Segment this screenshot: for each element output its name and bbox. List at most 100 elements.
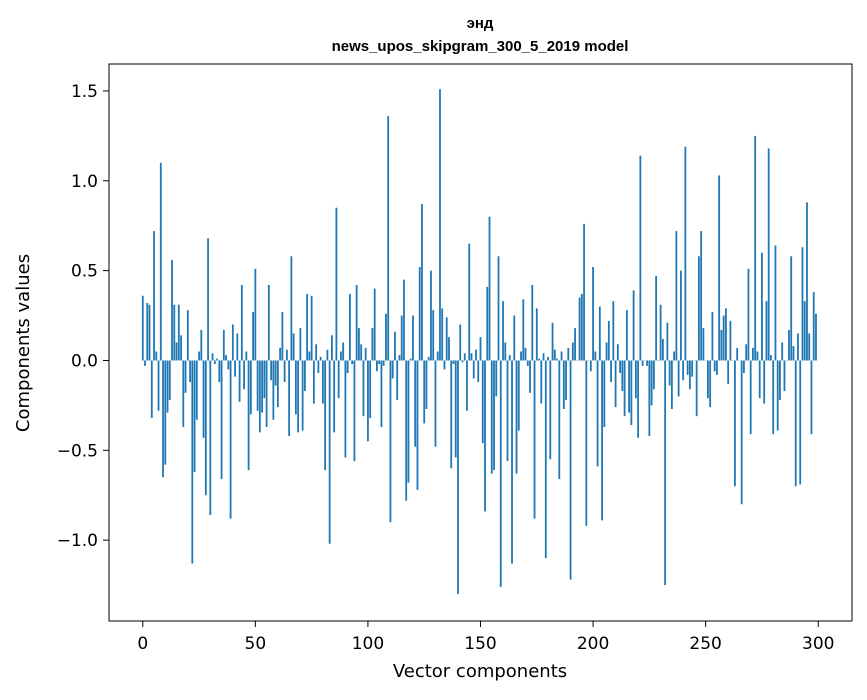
x-axis-label: Vector components bbox=[393, 661, 567, 682]
bar-36 bbox=[223, 330, 225, 361]
bar-98 bbox=[363, 360, 365, 416]
bar-13 bbox=[171, 260, 173, 361]
bar-2 bbox=[146, 303, 148, 360]
bar-288 bbox=[790, 256, 792, 360]
bar-264 bbox=[736, 348, 738, 361]
bar-138 bbox=[453, 360, 455, 364]
bar-5 bbox=[153, 231, 155, 360]
bar-203 bbox=[599, 307, 601, 361]
bar-119 bbox=[410, 359, 412, 361]
bar-268 bbox=[745, 344, 747, 360]
bar-143 bbox=[464, 353, 466, 360]
bar-59 bbox=[275, 360, 277, 385]
bar-14 bbox=[173, 305, 175, 361]
bar-22 bbox=[191, 360, 193, 563]
bar-246 bbox=[696, 360, 698, 416]
bar-230 bbox=[660, 305, 662, 361]
bar-188 bbox=[565, 360, 567, 400]
bar-259 bbox=[725, 308, 727, 360]
bar-132 bbox=[439, 89, 441, 360]
bar-32 bbox=[214, 360, 216, 364]
bar-8 bbox=[160, 163, 162, 361]
bar-200 bbox=[592, 267, 594, 360]
bar-110 bbox=[390, 360, 392, 522]
bar-75 bbox=[311, 296, 313, 361]
bar-299 bbox=[815, 314, 817, 361]
bar-51 bbox=[257, 360, 259, 410]
bar-297 bbox=[811, 360, 813, 434]
bar-168 bbox=[520, 351, 522, 360]
bar-163 bbox=[509, 355, 511, 360]
bar-121 bbox=[414, 360, 416, 446]
y-tick-label: −1.0 bbox=[57, 531, 98, 551]
bar-92 bbox=[349, 294, 351, 360]
bar-71 bbox=[302, 360, 304, 430]
bar-293 bbox=[802, 247, 804, 360]
x-tick-label: 250 bbox=[689, 634, 721, 654]
bar-40 bbox=[232, 325, 234, 361]
bar-276 bbox=[763, 360, 765, 403]
bar-106 bbox=[381, 360, 383, 426]
bar-281 bbox=[775, 245, 777, 360]
bar-294 bbox=[804, 301, 806, 360]
bar-239 bbox=[680, 271, 682, 361]
bar-15 bbox=[176, 343, 178, 361]
bar-242 bbox=[687, 360, 689, 374]
bar-282 bbox=[777, 360, 779, 430]
y-tick-label: 1.0 bbox=[71, 172, 98, 192]
bar-213 bbox=[621, 360, 623, 391]
bar-134 bbox=[444, 360, 446, 369]
bar-241 bbox=[684, 147, 686, 361]
bar-184 bbox=[556, 359, 558, 361]
bar-275 bbox=[761, 253, 763, 361]
bar-162 bbox=[507, 360, 509, 461]
bar-140 bbox=[457, 360, 459, 594]
y-tick-label: −0.5 bbox=[57, 441, 98, 461]
bar-215 bbox=[626, 310, 628, 360]
y-tick-label: 0.5 bbox=[71, 262, 98, 282]
bar-129 bbox=[432, 310, 434, 360]
bar-149 bbox=[477, 360, 479, 382]
bar-141 bbox=[459, 325, 461, 361]
bar-86 bbox=[336, 208, 338, 361]
bar-65 bbox=[288, 360, 290, 435]
bar-233 bbox=[666, 323, 668, 361]
bar-144 bbox=[466, 360, 468, 410]
bar-176 bbox=[538, 359, 540, 361]
bar-267 bbox=[743, 360, 745, 373]
bar-30 bbox=[209, 360, 211, 515]
bar-117 bbox=[405, 360, 407, 500]
bar-37 bbox=[225, 355, 227, 360]
bar-50 bbox=[254, 269, 256, 361]
bar-0 bbox=[142, 296, 144, 361]
bar-280 bbox=[772, 360, 774, 434]
bar-139 bbox=[455, 360, 457, 457]
bar-56 bbox=[268, 285, 270, 360]
bar-158 bbox=[498, 256, 500, 360]
bar-207 bbox=[608, 321, 610, 361]
bar-164 bbox=[511, 360, 513, 563]
bar-17 bbox=[180, 335, 182, 360]
bar-219 bbox=[635, 360, 637, 398]
bar-212 bbox=[619, 360, 621, 373]
bar-231 bbox=[662, 339, 664, 361]
bar-49 bbox=[252, 312, 254, 361]
bar-205 bbox=[603, 360, 605, 426]
bar-99 bbox=[365, 348, 367, 361]
bar-105 bbox=[378, 360, 380, 364]
bar-94 bbox=[354, 360, 356, 461]
bar-44 bbox=[241, 285, 243, 360]
bar-136 bbox=[448, 337, 450, 360]
bar-206 bbox=[606, 343, 608, 361]
bar-102 bbox=[372, 328, 374, 360]
bar-114 bbox=[399, 355, 401, 360]
bar-33 bbox=[216, 359, 218, 361]
bar-159 bbox=[500, 360, 502, 586]
bar-195 bbox=[581, 294, 583, 360]
bar-255 bbox=[716, 360, 718, 374]
bar-211 bbox=[617, 344, 619, 360]
bar-38 bbox=[227, 360, 229, 369]
bar-72 bbox=[304, 360, 306, 391]
bar-97 bbox=[360, 344, 362, 360]
bar-54 bbox=[263, 360, 265, 398]
